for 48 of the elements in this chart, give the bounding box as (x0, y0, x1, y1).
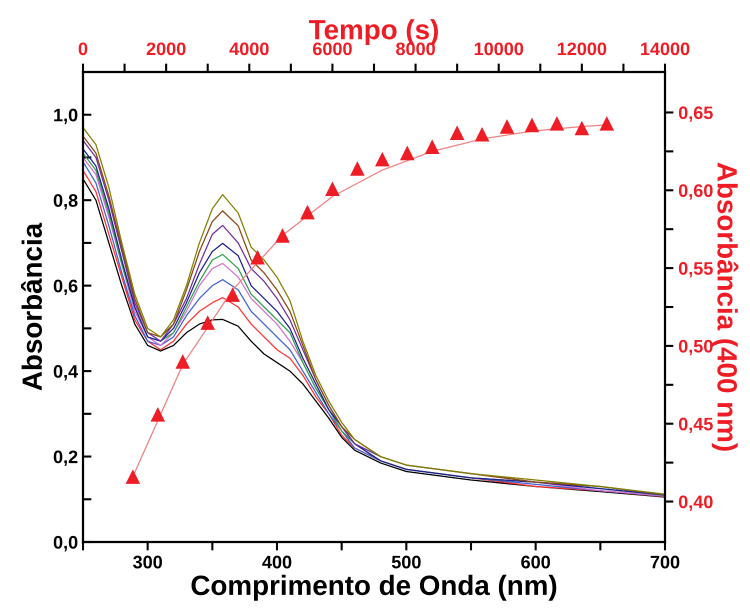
y-tick-label: 0,0 (54, 536, 78, 552)
x-tick-label: 4000 (229, 42, 269, 56)
x-tick-label: 12000 (558, 42, 606, 56)
point (275, 228, 290, 243)
point (424, 139, 440, 154)
x-tick-label: 14000 (641, 42, 690, 56)
y-tick-label: 1,0 (54, 108, 78, 124)
x-tick-label: 2000 (146, 42, 186, 56)
point (574, 120, 590, 136)
point (400, 146, 415, 160)
point (474, 126, 490, 142)
point (225, 287, 240, 302)
x-tick-label: 300 (133, 556, 162, 568)
x-tick-label: 0 (78, 42, 88, 56)
y-tick-label: 0,55 (678, 262, 713, 278)
y-axis-title: Absorbância (400 nm) (712, 162, 738, 451)
point (300, 204, 315, 220)
y-tick-label: 0,4 (54, 365, 78, 380)
point (200, 315, 215, 330)
x-tick-label: 400 (262, 556, 292, 568)
point (600, 116, 614, 131)
point (175, 354, 190, 369)
x-tick-label: 10000 (474, 42, 524, 56)
y-tick-label: 0,2 (54, 450, 78, 466)
x-tick-label: 500 (392, 556, 421, 568)
point (550, 116, 564, 131)
y-tick-label: 0,50 (678, 340, 713, 356)
point (450, 125, 464, 140)
x-tick-label: 6000 (313, 42, 352, 56)
point (150, 407, 166, 422)
point (524, 118, 540, 132)
x-tick-label: 8000 (396, 42, 435, 56)
x-tick-label: 600 (521, 556, 550, 568)
point (375, 152, 390, 166)
x-axis-title: Comprimento de Onda (nm) (192, 574, 556, 601)
point (250, 250, 265, 264)
y-tick-label: 0,8 (54, 194, 78, 210)
y-tick-label: 0,6 (54, 280, 78, 295)
point (350, 161, 365, 176)
point (126, 469, 140, 484)
x-tick-label: 700 (650, 556, 680, 568)
y-tick-label: 0,40 (678, 495, 713, 511)
y-tick-label: 0,60 (678, 184, 713, 200)
y-tick-label: 0,45 (678, 418, 713, 434)
y-tick-label: 0,65 (678, 106, 713, 122)
point (325, 181, 340, 196)
y-axis-title: Absorbância (20, 222, 42, 390)
point (500, 119, 514, 134)
